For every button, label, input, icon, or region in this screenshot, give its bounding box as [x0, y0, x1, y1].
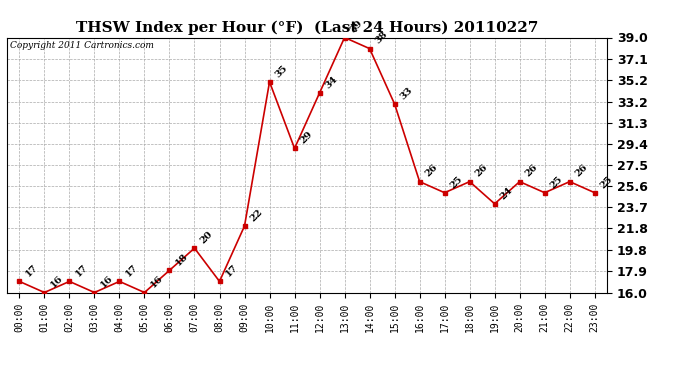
- Text: 26: 26: [574, 163, 590, 179]
- Text: 16: 16: [48, 274, 64, 290]
- Text: 24: 24: [499, 185, 515, 201]
- Text: 22: 22: [248, 207, 264, 223]
- Text: 17: 17: [23, 263, 39, 279]
- Text: 25: 25: [549, 174, 564, 190]
- Text: 35: 35: [274, 63, 290, 79]
- Text: 18: 18: [174, 252, 190, 267]
- Text: 38: 38: [374, 30, 390, 46]
- Text: 34: 34: [324, 74, 339, 90]
- Text: 16: 16: [99, 274, 115, 290]
- Text: 25: 25: [599, 174, 615, 190]
- Text: 26: 26: [424, 163, 440, 179]
- Text: 33: 33: [399, 86, 415, 101]
- Text: 17: 17: [124, 263, 139, 279]
- Text: 17: 17: [74, 263, 90, 279]
- Title: THSW Index per Hour (°F)  (Last 24 Hours) 20110227: THSW Index per Hour (°F) (Last 24 Hours)…: [76, 21, 538, 35]
- Text: 39: 39: [348, 19, 364, 35]
- Text: 25: 25: [448, 174, 464, 190]
- Text: 26: 26: [474, 163, 490, 179]
- Text: 20: 20: [199, 230, 215, 245]
- Text: 26: 26: [524, 163, 540, 179]
- Text: 16: 16: [148, 274, 164, 290]
- Text: Copyright 2011 Cartronics.com: Copyright 2011 Cartronics.com: [10, 41, 154, 50]
- Text: 17: 17: [224, 263, 239, 279]
- Text: 29: 29: [299, 130, 315, 146]
